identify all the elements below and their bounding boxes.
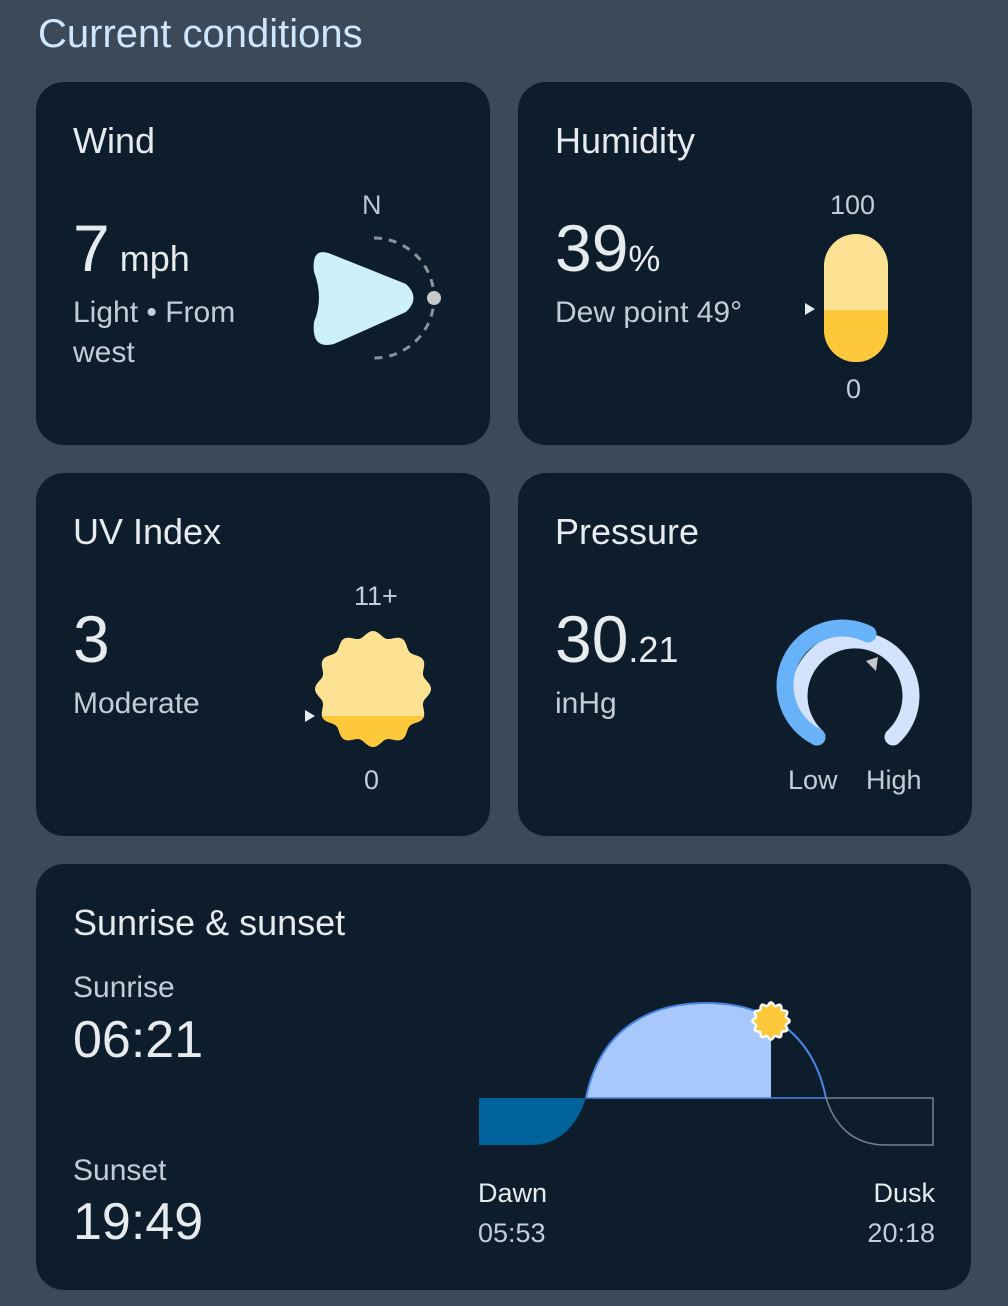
humidity-title: Humidity [555,120,696,161]
wind-compass-icon [313,236,441,360]
sunrise-label: Sunrise [73,971,175,1004]
wind-speed: 7 [73,211,110,285]
sun-path-chart [479,1001,934,1146]
wind-description: Light • From west [73,296,236,369]
sun-position-icon [751,1001,791,1041]
uv-description: Moderate [73,687,200,720]
dawn-time: 05:53 [478,1218,546,1248]
wind-title: Wind [73,120,156,161]
compass-north-label: N [362,190,382,220]
humidity-scale-min: 0 [846,374,862,404]
dusk-time: 20:18 [867,1218,935,1248]
sun-title: Sunrise & sunset [73,902,346,943]
pressure-value: 30 [555,602,629,676]
pressure-gauge-icon [776,619,920,746]
dew-point: Dew point 49° [555,296,743,329]
wind-unit: mph [119,238,190,279]
sunrise-time: 06:21 [73,1011,204,1069]
uv-card[interactable]: UV Index 3 Moderate 11+ 0 [36,473,490,836]
sunrise-sunset-card[interactable]: Sunrise & sunset Sunrise 06:21 Sunset 19… [36,864,971,1290]
page-title: Current conditions [38,12,363,56]
night-curve [825,1097,934,1146]
humidity-card[interactable]: Humidity 39% Dew point 49° 100 0 [518,82,972,445]
humidity-gauge-icon [805,234,888,362]
pressure-title: Pressure [555,511,700,552]
dawn-twilight-area [479,1098,586,1145]
sunset-time: 19:49 [73,1193,204,1251]
daylight-area [586,1003,771,1098]
pressure-card[interactable]: Pressure 30.21 inHg Low High [518,473,972,836]
dawn-label: Dawn [478,1178,548,1208]
dusk-label: Dusk [873,1178,935,1208]
sunset-label: Sunset [73,1154,167,1187]
uv-value: 3 [73,602,110,676]
humidity-value: 39 [555,211,629,285]
wind-direction-arrow-icon [313,252,414,346]
sun-arc [585,1001,827,1099]
uv-scale-min: 0 [364,765,380,795]
uv-sun-gauge-icon [305,631,431,747]
humidity-scale-max: 100 [830,190,876,220]
uv-scale-max: 11+ [354,581,398,611]
wind-card[interactable]: Wind 7 mph Light • From west N [36,82,490,445]
pressure-unit: inHg [555,687,617,720]
uv-title: UV Index [73,511,222,552]
pressure-high-label: High [866,765,922,795]
pressure-low-label: Low [788,765,838,795]
